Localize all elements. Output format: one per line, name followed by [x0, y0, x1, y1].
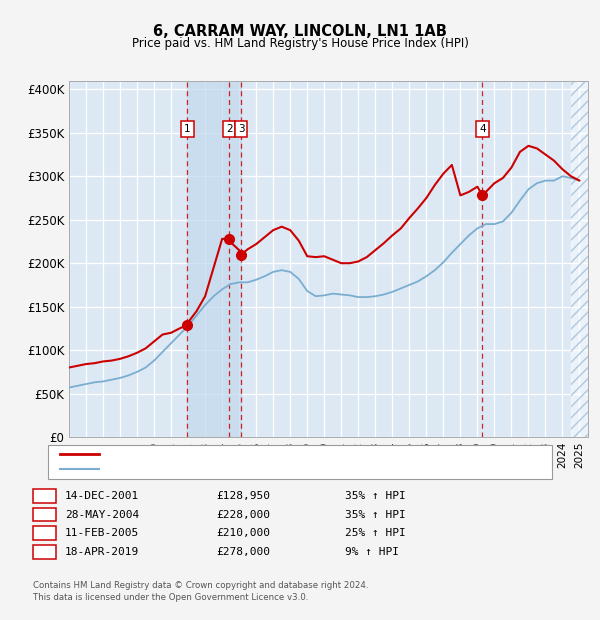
Text: 35% ↑ HPI: 35% ↑ HPI — [345, 510, 406, 520]
Bar — [187, 81, 241, 437]
Text: £128,950: £128,950 — [216, 491, 270, 501]
Text: 25% ↑ HPI: 25% ↑ HPI — [345, 528, 406, 538]
Text: This data is licensed under the Open Government Licence v3.0.: This data is licensed under the Open Gov… — [33, 593, 308, 602]
Text: 11-FEB-2005: 11-FEB-2005 — [65, 528, 139, 538]
Text: 1: 1 — [184, 124, 191, 135]
Text: 4: 4 — [479, 124, 486, 135]
Text: 2: 2 — [226, 124, 232, 135]
Text: 3: 3 — [238, 124, 244, 135]
Text: 1: 1 — [41, 491, 48, 501]
Text: 2: 2 — [41, 510, 48, 520]
Text: £278,000: £278,000 — [216, 547, 270, 557]
Text: Contains HM Land Registry data © Crown copyright and database right 2024.: Contains HM Land Registry data © Crown c… — [33, 581, 368, 590]
Text: 14-DEC-2001: 14-DEC-2001 — [65, 491, 139, 501]
Text: Price paid vs. HM Land Registry's House Price Index (HPI): Price paid vs. HM Land Registry's House … — [131, 37, 469, 50]
Text: 6, CARRAM WAY, LINCOLN, LN1 1AB: 6, CARRAM WAY, LINCOLN, LN1 1AB — [153, 24, 447, 38]
Text: 18-APR-2019: 18-APR-2019 — [65, 547, 139, 557]
Text: 6, CARRAM WAY, LINCOLN, LN1 1AB (detached house): 6, CARRAM WAY, LINCOLN, LN1 1AB (detache… — [105, 449, 401, 459]
Text: £228,000: £228,000 — [216, 510, 270, 520]
Text: 35% ↑ HPI: 35% ↑ HPI — [345, 491, 406, 501]
Text: 3: 3 — [41, 528, 48, 538]
Text: 4: 4 — [41, 547, 48, 557]
Text: 9% ↑ HPI: 9% ↑ HPI — [345, 547, 399, 557]
Text: HPI: Average price, detached house, Lincoln: HPI: Average price, detached house, Linc… — [105, 464, 346, 474]
Text: £210,000: £210,000 — [216, 528, 270, 538]
Text: 28-MAY-2004: 28-MAY-2004 — [65, 510, 139, 520]
